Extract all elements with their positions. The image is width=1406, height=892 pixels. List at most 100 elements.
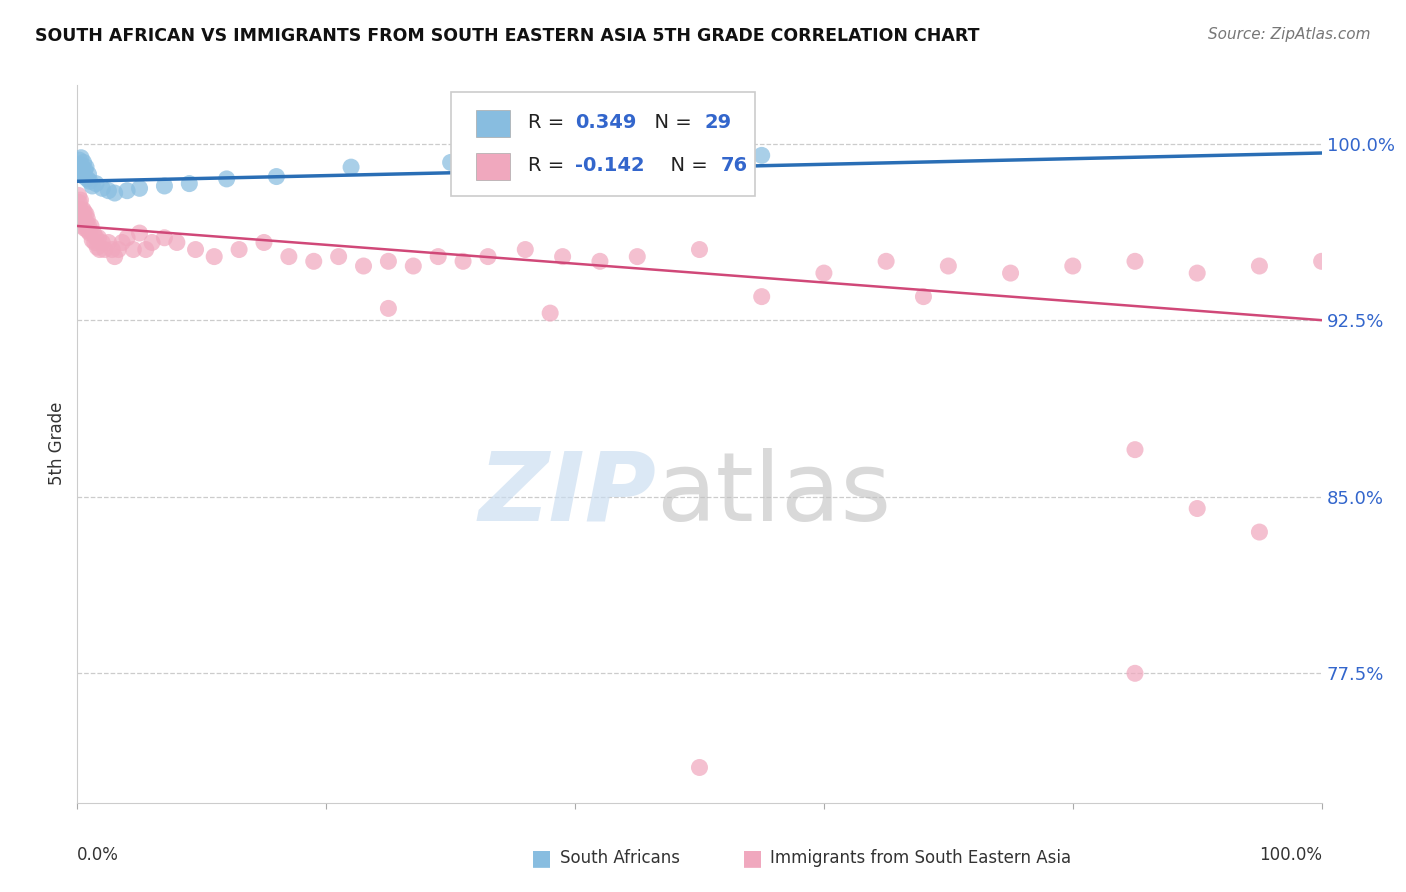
Point bbox=[875, 254, 897, 268]
Text: 76: 76 bbox=[721, 156, 748, 175]
Point bbox=[253, 235, 276, 250]
Point bbox=[73, 169, 96, 184]
Point bbox=[70, 207, 93, 221]
Point bbox=[72, 167, 94, 181]
Point bbox=[184, 243, 207, 257]
Point bbox=[1000, 266, 1022, 280]
Text: Source: ZipAtlas.com: Source: ZipAtlas.com bbox=[1208, 27, 1371, 42]
Point bbox=[589, 254, 612, 268]
Point bbox=[115, 184, 138, 198]
Point bbox=[76, 172, 98, 186]
Point bbox=[79, 174, 101, 188]
Point bbox=[69, 158, 91, 172]
Point bbox=[89, 243, 111, 257]
Point bbox=[626, 250, 648, 264]
Text: 0.0%: 0.0% bbox=[77, 846, 120, 863]
Point bbox=[277, 250, 299, 264]
Text: R =: R = bbox=[527, 112, 571, 132]
Point bbox=[1062, 259, 1084, 273]
Text: ■: ■ bbox=[742, 848, 762, 868]
Point bbox=[813, 266, 835, 280]
Point bbox=[751, 148, 773, 162]
Point bbox=[1310, 254, 1333, 268]
Point bbox=[141, 235, 163, 250]
Point bbox=[77, 219, 100, 233]
Point bbox=[551, 250, 574, 264]
Point bbox=[402, 259, 425, 273]
Point bbox=[122, 243, 145, 257]
Point bbox=[153, 231, 176, 245]
Point bbox=[75, 160, 97, 174]
Point bbox=[1123, 442, 1146, 457]
Point bbox=[72, 160, 94, 174]
Point bbox=[70, 151, 93, 165]
Point bbox=[77, 224, 100, 238]
Point bbox=[377, 254, 399, 268]
Point bbox=[1187, 501, 1209, 516]
Point bbox=[83, 226, 105, 240]
Point bbox=[70, 165, 93, 179]
Text: 0.349: 0.349 bbox=[575, 112, 637, 132]
Point bbox=[128, 181, 150, 195]
Point bbox=[73, 221, 96, 235]
Point bbox=[266, 169, 288, 184]
Point bbox=[93, 243, 115, 257]
Text: -0.142: -0.142 bbox=[575, 156, 645, 175]
FancyBboxPatch shape bbox=[475, 153, 510, 180]
Point bbox=[427, 250, 450, 264]
Point bbox=[1123, 666, 1146, 681]
Point bbox=[77, 167, 100, 181]
Point bbox=[538, 306, 561, 320]
Point bbox=[689, 243, 711, 257]
Point bbox=[79, 226, 101, 240]
Point bbox=[111, 235, 134, 250]
Point bbox=[179, 177, 201, 191]
Point bbox=[72, 210, 94, 224]
Point bbox=[751, 290, 773, 304]
Point bbox=[1249, 259, 1271, 273]
Point bbox=[166, 235, 188, 250]
Text: Immigrants from South Eastern Asia: Immigrants from South Eastern Asia bbox=[770, 849, 1071, 867]
Point bbox=[76, 211, 98, 226]
Point bbox=[91, 235, 114, 250]
Point bbox=[97, 235, 120, 250]
FancyBboxPatch shape bbox=[475, 110, 510, 137]
Point bbox=[97, 184, 120, 198]
Point bbox=[82, 178, 104, 193]
Point bbox=[153, 178, 176, 193]
Point bbox=[84, 231, 107, 245]
Text: South Africans: South Africans bbox=[560, 849, 679, 867]
Text: R =: R = bbox=[527, 156, 571, 175]
Point bbox=[86, 240, 108, 254]
Point bbox=[67, 153, 90, 167]
Text: ZIP: ZIP bbox=[478, 448, 657, 541]
Point bbox=[73, 205, 96, 219]
Text: SOUTH AFRICAN VS IMMIGRANTS FROM SOUTH EASTERN ASIA 5TH GRADE CORRELATION CHART: SOUTH AFRICAN VS IMMIGRANTS FROM SOUTH E… bbox=[35, 27, 980, 45]
Point bbox=[377, 301, 399, 316]
Point bbox=[104, 250, 127, 264]
Point bbox=[202, 250, 225, 264]
Text: 29: 29 bbox=[704, 112, 731, 132]
Point bbox=[82, 233, 104, 247]
Point bbox=[70, 211, 93, 226]
Point bbox=[1249, 524, 1271, 539]
Point bbox=[87, 231, 110, 245]
Point bbox=[80, 219, 103, 233]
Point bbox=[589, 153, 612, 167]
Point bbox=[1187, 266, 1209, 280]
Point bbox=[515, 243, 537, 257]
Point bbox=[69, 202, 91, 217]
Point bbox=[115, 231, 138, 245]
Text: atlas: atlas bbox=[657, 448, 891, 541]
Point bbox=[135, 243, 157, 257]
Point bbox=[76, 219, 98, 233]
Point bbox=[69, 162, 91, 177]
Point bbox=[75, 207, 97, 221]
Point bbox=[107, 243, 129, 257]
Point bbox=[1123, 254, 1146, 268]
Point bbox=[689, 760, 711, 774]
Point bbox=[477, 250, 499, 264]
Point bbox=[72, 202, 94, 217]
Point bbox=[73, 162, 96, 177]
Point bbox=[938, 259, 960, 273]
